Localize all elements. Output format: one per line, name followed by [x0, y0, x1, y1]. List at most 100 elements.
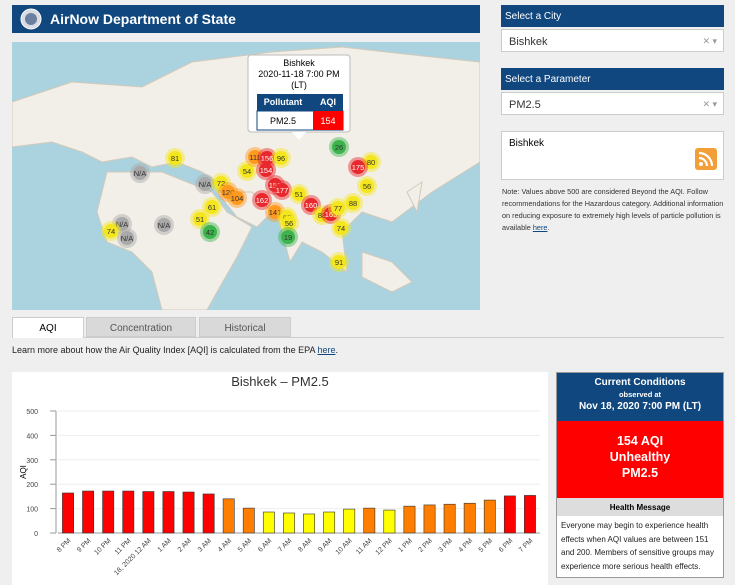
- parameter-value: PM2.5: [509, 99, 541, 111]
- x-tick-label: 9 PM: [76, 537, 93, 554]
- bar: [484, 500, 495, 533]
- y-tick-label: 200: [26, 482, 38, 489]
- bar: [344, 509, 355, 533]
- rss-icon[interactable]: [695, 148, 717, 170]
- learn-more: Learn more about how the Air Quality Ind…: [12, 345, 338, 355]
- bar: [243, 508, 254, 533]
- marker-label: 51: [196, 215, 204, 224]
- bar: [504, 496, 515, 533]
- tab[interactable]: AQI: [12, 317, 84, 338]
- bar: [524, 495, 535, 533]
- x-tick-label: 6 AM: [257, 537, 273, 553]
- feed-box: Bishkek: [501, 131, 724, 180]
- marker-label: 91: [335, 258, 343, 267]
- x-tick-label: 3 PM: [438, 537, 455, 554]
- parameter-select[interactable]: PM2.5✕ ▾: [501, 92, 724, 115]
- learn-text: Learn more about how the Air Quality Ind…: [12, 345, 318, 355]
- marker-label: 175: [352, 163, 365, 172]
- header: AirNow Department of State: [12, 5, 480, 33]
- learn-end: .: [336, 345, 339, 355]
- bar: [263, 512, 274, 533]
- marker-label: 26: [335, 143, 343, 152]
- marker-label: N/A: [199, 180, 212, 189]
- x-tick-label: 18, 2020 12 AM: [113, 537, 153, 577]
- learn-link[interactable]: here: [318, 345, 336, 355]
- observed-label: observed at: [557, 390, 723, 399]
- note: Note: Values above 500 are considered Be…: [502, 186, 724, 234]
- health-title: Health Message: [557, 498, 723, 516]
- observed-time: Nov 18, 2020 7:00 PM (LT): [557, 401, 723, 412]
- popup-city: Bishkek: [283, 58, 315, 68]
- marker-label: 77: [334, 204, 342, 213]
- x-tick-label: 1 PM: [397, 537, 414, 554]
- tab[interactable]: Concentration: [86, 317, 196, 337]
- note-end: .: [547, 223, 549, 232]
- x-tick-label: 2 PM: [417, 537, 434, 554]
- x-tick-label: 5 PM: [478, 537, 495, 554]
- bar: [62, 493, 73, 533]
- parameter-label: Select a Parameter: [501, 68, 724, 90]
- header-title: AirNow Department of State: [50, 11, 236, 27]
- popup-cell: PM2.5: [270, 116, 296, 126]
- bar: [404, 506, 415, 533]
- marker-label: N/A: [158, 221, 171, 230]
- bar: [444, 504, 455, 533]
- marker-label: 80: [367, 158, 375, 167]
- y-tick-label: 500: [26, 409, 38, 416]
- marker-label: N/A: [121, 234, 134, 243]
- marker-label: 19: [284, 233, 292, 242]
- marker-label: 51: [295, 190, 303, 199]
- popup-header: AQI: [320, 97, 336, 107]
- marker-label: 61: [208, 203, 216, 212]
- x-tick-label: 3 AM: [197, 537, 213, 553]
- marker-label: 56: [285, 219, 293, 228]
- x-tick-label: 4 PM: [458, 537, 475, 554]
- current-conditions: Current Conditions observed at Nov 18, 2…: [556, 372, 724, 578]
- map[interactable]: 81N/AN/A72120104615142541111569615415217…: [12, 42, 480, 310]
- marker-label: 162: [256, 196, 269, 205]
- popup-time: 2020-11-18 7:00 PM: [258, 69, 339, 79]
- x-tick-label: 2 AM: [177, 537, 193, 553]
- seal: [20, 8, 42, 30]
- current-aqi: 154 AQI: [557, 433, 723, 449]
- marker-label: 154: [260, 166, 273, 175]
- tab[interactable]: Historical: [199, 317, 291, 337]
- popup-zone: (LT): [291, 80, 307, 90]
- city-label: Select a City: [501, 5, 724, 27]
- marker-label: 56: [363, 182, 371, 191]
- bar: [464, 503, 475, 533]
- x-tick-label: 11 AM: [355, 537, 374, 556]
- popup-header: Pollutant: [264, 97, 303, 107]
- current-title: Current Conditions: [557, 377, 723, 388]
- bar: [364, 508, 375, 533]
- city-value: Bishkek: [509, 36, 548, 48]
- bar: [203, 494, 214, 533]
- marker-label: 88: [349, 199, 357, 208]
- bar: [384, 510, 395, 533]
- current-category: Unhealthy: [557, 449, 723, 465]
- x-tick-label: 5 AM: [237, 537, 253, 553]
- x-tick-label: 12 PM: [375, 537, 394, 556]
- bar: [123, 491, 134, 533]
- bar: [143, 492, 154, 533]
- marker-label: 96: [277, 154, 285, 163]
- popup: Bishkek 2020-11-18 7:00 PM (LT) Pollutan…: [248, 55, 350, 140]
- current-parameter: PM2.5: [557, 465, 723, 481]
- x-tick-label: 10 AM: [335, 537, 354, 556]
- chart-title: Bishkek – PM2.5: [231, 374, 329, 389]
- y-axis-label: AQI: [19, 465, 28, 479]
- city-select[interactable]: Bishkek✕ ▾: [501, 29, 724, 52]
- note-link[interactable]: here: [533, 223, 548, 232]
- y-tick-label: 100: [26, 507, 38, 514]
- tab-rule: [12, 337, 724, 338]
- health-text: Everyone may begin to experience health …: [561, 519, 721, 573]
- bar: [424, 505, 435, 533]
- x-tick-label: 10 PM: [93, 537, 112, 556]
- popup-cell: 154: [320, 116, 335, 126]
- bar: [103, 491, 114, 533]
- marker-label: 104: [231, 194, 244, 203]
- bar: [83, 491, 94, 533]
- x-tick-label: 7 AM: [277, 537, 293, 553]
- x-tick-label: 7 PM: [518, 537, 535, 554]
